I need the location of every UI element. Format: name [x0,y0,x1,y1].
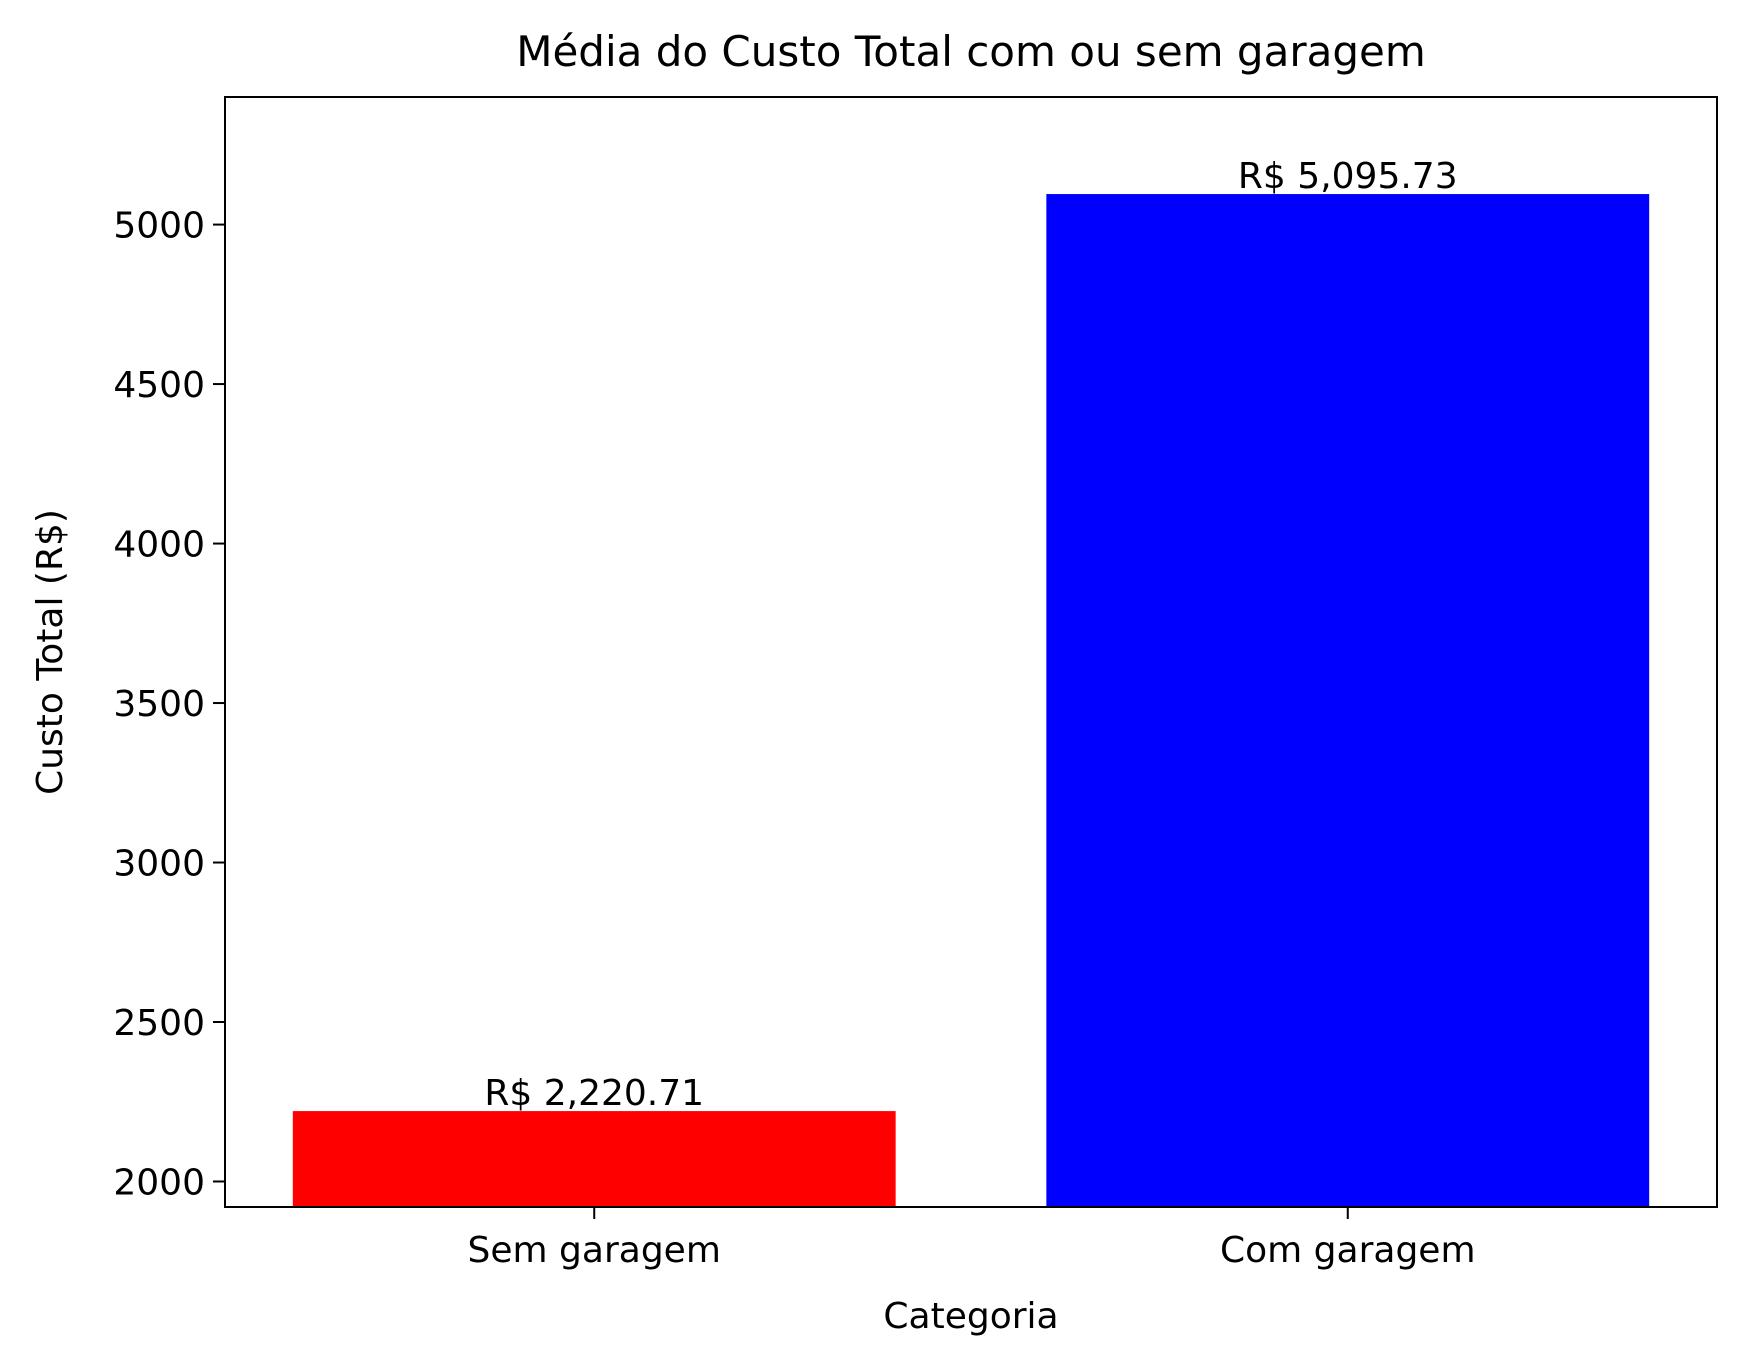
x-axis-label: Categoria [883,1296,1058,1337]
x-tick-label-1: Com garagem [1220,1230,1476,1271]
y-tick-label-5: 4500 [113,365,205,406]
y-tick-label-4: 4000 [113,525,205,566]
bar-value-label-1: R$ 5,095.73 [1238,156,1458,197]
ticks-layer: Sem garagem Com garagem 2000 2500 3000 3500 40… [113,206,1475,1271]
bars-layer: R$ 2,220.71 R$ 5,095.73 [292,156,1650,1207]
chart-title: Média do Custo Total com ou sem garagem [516,27,1426,76]
y-tick-label-0: 2000 [113,1162,205,1203]
y-tick-label-1: 2500 [113,1003,205,1044]
y-tick-label-3: 3500 [113,684,205,725]
plot-frame [224,96,1718,1208]
x-tick-label-0: Sem garagem [468,1230,721,1271]
bar-0 [292,1111,896,1207]
y-tick-label-6: 5000 [113,206,205,247]
y-axis-label: Custo Total (R$) [30,509,71,795]
y-tick-label-2: 3000 [113,844,205,885]
bar-1 [1046,194,1650,1207]
bar-value-label-0: R$ 2,220.71 [484,1073,704,1114]
